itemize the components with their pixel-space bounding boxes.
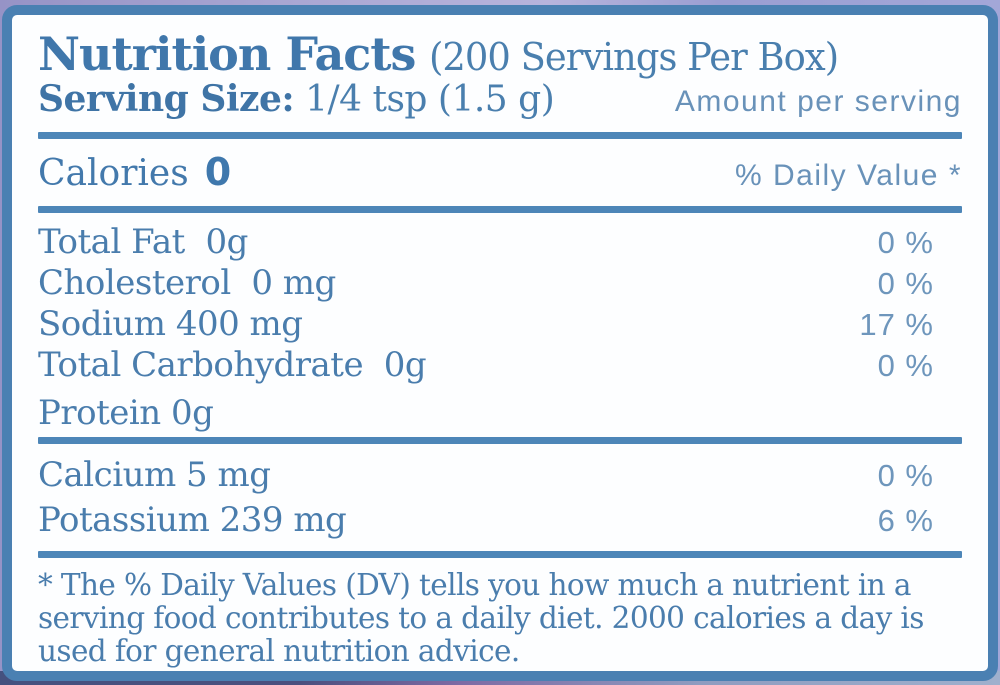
nutrient-name: Total Fat 0g (38, 222, 248, 262)
nutrient-daily-value: 0 % (877, 348, 934, 383)
nutrient-daily-value: 6 % (877, 503, 934, 538)
calories-row: Calories 0 % Daily Value * (38, 139, 962, 206)
calories-label: Calories (38, 153, 189, 194)
nutrient-row-total-fat: Total Fat 0g 0 % (38, 222, 962, 263)
divider-footnote (38, 551, 962, 558)
nutrient-name: Cholesterol 0 mg (38, 263, 336, 303)
nutrient-name: Potassium 239 mg (38, 500, 347, 540)
nutrition-facts-label: Nutrition Facts (200 Servings Per Box) S… (2, 5, 998, 681)
nutrient-name: Total Carbohydrate 0g (38, 345, 427, 385)
serving-size-label: Serving Size: (38, 78, 295, 120)
amount-per-serving-label: Amount per serving (674, 85, 962, 118)
serving-size: Serving Size: 1/4 tsp (1.5 g) (38, 78, 555, 121)
nutrient-row-calcium: Calcium 5 mg 0 % (38, 453, 962, 498)
nutrient-daily-value: 0 % (877, 458, 934, 493)
label-title: Nutrition Facts (38, 27, 416, 81)
nutrient-row-potassium: Potassium 239 mg 6 % (38, 498, 962, 543)
nutrient-daily-value: 0 % (877, 266, 934, 301)
daily-value-header: % Daily Value * (734, 159, 962, 192)
daily-value-footnote: * The % Daily Values (DV) tells you how … (38, 568, 924, 668)
label-header: Nutrition Facts (200 Servings Per Box) (38, 28, 962, 80)
nutrient-name: Calcium 5 mg (38, 455, 271, 495)
serving-size-value: 1/4 tsp (1.5 g) (294, 79, 555, 120)
nutrient-daily-value: 0 % (877, 225, 934, 260)
calories-value: 0 (204, 150, 232, 194)
nutrient-row-cholesterol: Cholesterol 0 mg 0 % (38, 263, 962, 304)
divider-calories (38, 206, 962, 213)
minerals-section: Calcium 5 mg 0 % Potassium 239 mg 6 % (38, 453, 962, 543)
nutrient-name: Protein 0g (38, 393, 214, 433)
nutrient-daily-value: 17 % (859, 307, 934, 342)
nutrients-section: Total Fat 0g 0 % Cholesterol 0 mg 0 % So… (38, 222, 962, 433)
nutrient-row-total-carbohydrate: Total Carbohydrate 0g 0 % (38, 345, 962, 386)
calories-group: Calories 0 (38, 150, 231, 194)
divider-protein (38, 437, 962, 444)
serving-size-row: Serving Size: 1/4 tsp (1.5 g) Amount per… (38, 78, 962, 123)
nutrient-row-sodium: Sodium 400 mg 17 % (38, 304, 962, 345)
nutrient-name: Sodium 400 mg (38, 304, 303, 344)
divider-top (38, 132, 962, 139)
servings-per-box-note: (200 Servings Per Box) (429, 35, 839, 79)
nutrient-row-protein: Protein 0g (38, 393, 962, 433)
